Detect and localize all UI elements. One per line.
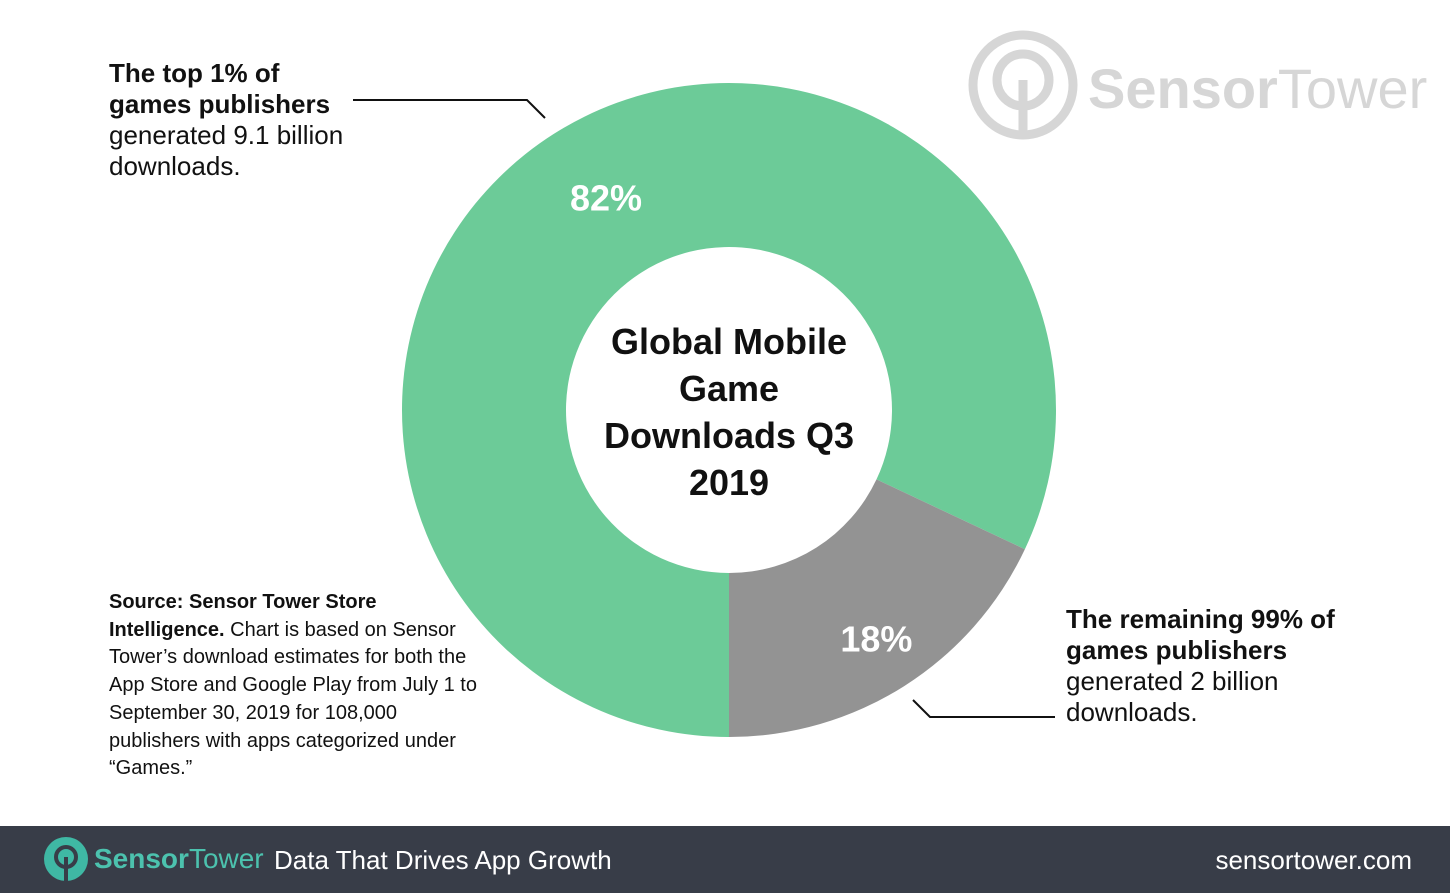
source-bold: Source: Sensor Tower Store Intelligence. bbox=[109, 591, 377, 641]
category-label: The top 1% of games publishers bbox=[109, 58, 331, 119]
watermark-text: Tower bbox=[1278, 57, 1427, 120]
footer: SensorTower Data That Drives App Growth … bbox=[0, 826, 1450, 893]
footer-brand: Sensor bbox=[94, 843, 189, 874]
leader-line bbox=[912, 699, 1055, 718]
value-label: 18% bbox=[840, 619, 912, 660]
donut-slice bbox=[729, 479, 1025, 737]
donut: 82% 18% bbox=[402, 83, 1056, 737]
annotation-text: generated 9.1 billion downloads. bbox=[109, 120, 344, 181]
footer-tagline: Data That Drives App Growth bbox=[274, 845, 612, 875]
footer-brand: SensorTower bbox=[94, 843, 264, 875]
donut-slice bbox=[402, 83, 1056, 737]
annotation-text: generated 2 billion downloads. bbox=[1066, 666, 1279, 727]
source-text: Chart is based on Sensor Tower’s downloa… bbox=[109, 618, 477, 780]
footer-url[interactable]: sensortower.com bbox=[1215, 845, 1412, 875]
watermark: SensorTower bbox=[968, 30, 1427, 140]
chart: SensorTower 82% 18% bbox=[353, 30, 1427, 737]
watermark-text: Sensor bbox=[1088, 57, 1278, 120]
source-note: Source: Sensor Tower Store Intelligence.… bbox=[109, 589, 477, 783]
annotation: The remaining 99% of games publishers ge… bbox=[1066, 604, 1338, 728]
annotation: The top 1% of games publishers generated… bbox=[109, 58, 347, 182]
footer-brand: Tower bbox=[188, 843, 264, 874]
category-label: The remaining 99% of games publishers bbox=[1066, 604, 1335, 665]
value-label: 82% bbox=[570, 178, 642, 219]
watermark-text: SensorTower bbox=[1088, 57, 1427, 120]
leader-line bbox=[353, 99, 546, 119]
footer-logo-icon bbox=[44, 837, 88, 881]
chart-title: Global Mobile Game Downloads Q3 2019 bbox=[603, 321, 855, 503]
